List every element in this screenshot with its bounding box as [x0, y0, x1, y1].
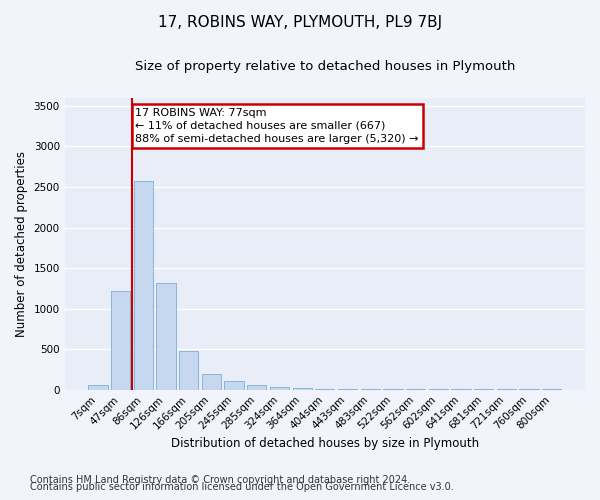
Bar: [111, 291, 130, 390]
Bar: [157, 284, 176, 390]
Bar: [247, 385, 266, 390]
Text: Contains HM Land Registry data © Crown copyright and database right 2024.: Contains HM Land Registry data © Crown c…: [30, 475, 410, 485]
Bar: [224, 381, 244, 390]
Bar: [88, 385, 107, 390]
Bar: [179, 351, 199, 390]
Y-axis label: Number of detached properties: Number of detached properties: [15, 151, 28, 337]
Bar: [270, 388, 289, 390]
Bar: [202, 374, 221, 390]
Bar: [315, 389, 334, 390]
Text: 17, ROBINS WAY, PLYMOUTH, PL9 7BJ: 17, ROBINS WAY, PLYMOUTH, PL9 7BJ: [158, 15, 442, 30]
Text: Contains public sector information licensed under the Open Government Licence v3: Contains public sector information licen…: [30, 482, 454, 492]
Text: 17 ROBINS WAY: 77sqm
← 11% of detached houses are smaller (667)
88% of semi-deta: 17 ROBINS WAY: 77sqm ← 11% of detached h…: [136, 108, 419, 144]
Bar: [134, 182, 153, 390]
Title: Size of property relative to detached houses in Plymouth: Size of property relative to detached ho…: [134, 60, 515, 73]
Bar: [293, 388, 312, 390]
X-axis label: Distribution of detached houses by size in Plymouth: Distribution of detached houses by size …: [171, 437, 479, 450]
